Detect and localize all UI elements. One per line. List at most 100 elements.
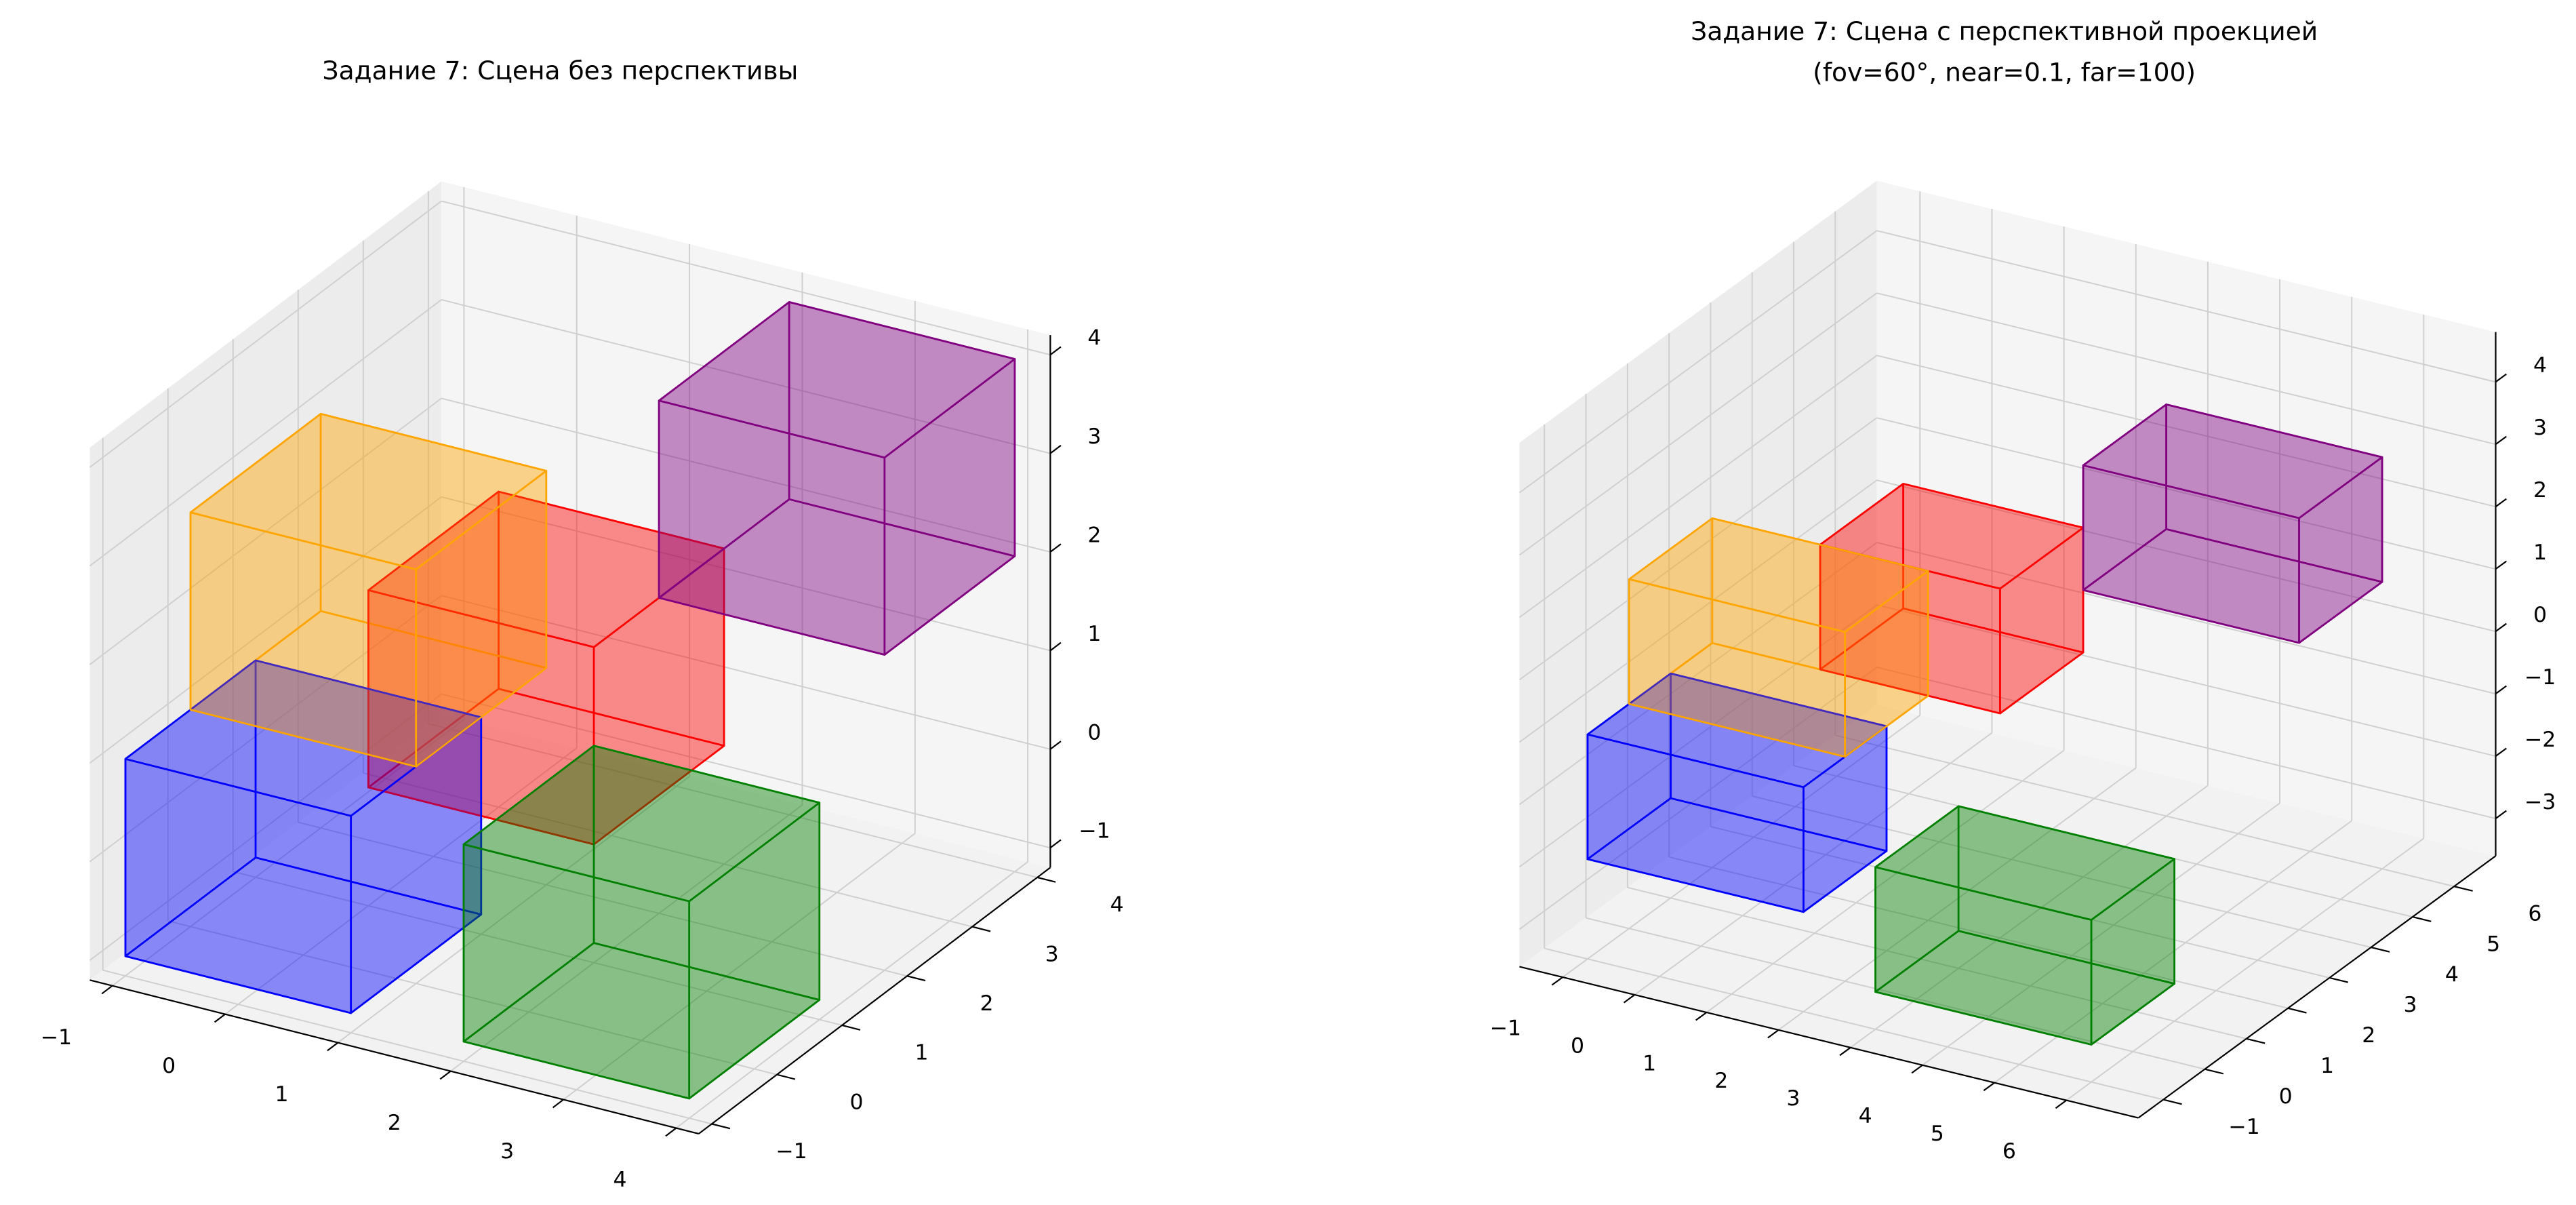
y-axis-line: [2137, 855, 2497, 1119]
grid-line: [1668, 856, 2289, 1009]
z-tick-label: 0: [1087, 720, 1101, 745]
grid-line: [1876, 479, 2496, 633]
tick-mark: [1551, 976, 1563, 986]
y-tick-label: −1: [776, 1139, 807, 1164]
grid-line: [89, 299, 442, 567]
y-tick-label: 0: [2279, 1084, 2293, 1109]
x-axis-line: [1519, 966, 2139, 1119]
tick-mark: [101, 985, 113, 995]
y-tick-label: 0: [849, 1090, 863, 1114]
grid-line: [1634, 732, 1992, 995]
subplot: −1 0 1 2 3 4 −1 0 1 2 3 4 −1 0 1 2 3 4 Задание 7: Сцена бе…: [41, 56, 1124, 1192]
y-tick-label: 1: [2320, 1054, 2334, 1078]
y-tick-label: 5: [2487, 932, 2500, 956]
z-tick-label: −2: [2524, 728, 2556, 752]
tick-mark: [2495, 623, 2507, 633]
grid-line: [1778, 767, 2137, 1031]
y-axis-line: [698, 867, 1051, 1134]
pane: [1876, 180, 2496, 856]
grid-line: [1518, 417, 1878, 681]
grid-line: [563, 833, 916, 1101]
grid-line: [441, 693, 1051, 849]
z-tick-label: 1: [1087, 622, 1101, 646]
box-face: [462, 843, 691, 1100]
tick-mark: [2287, 1007, 2307, 1014]
z-tick-label: 4: [1087, 326, 1101, 351]
tick-mark: [2495, 685, 2507, 695]
grid-line: [1627, 886, 2247, 1040]
grid-line: [233, 871, 843, 1026]
z-tick-label: 1: [2533, 540, 2547, 565]
y-tick-label: 3: [1045, 942, 1059, 966]
grid-line: [428, 723, 1038, 878]
y-tick-label: 4: [1110, 893, 1124, 917]
grid-line: [1752, 795, 2371, 948]
grid-line: [102, 969, 712, 1125]
grid-line: [1876, 355, 2496, 508]
tick-mark: [2495, 810, 2507, 819]
x-tick-label: 4: [613, 1168, 626, 1192]
grid-line: [1518, 542, 1878, 806]
grid-line: [1922, 802, 2280, 1066]
tick-mark: [2162, 1099, 2182, 1105]
grid-line: [675, 861, 1028, 1129]
pane: [1519, 705, 2496, 1118]
tick-mark: [2329, 976, 2348, 983]
tick-mark: [2495, 498, 2507, 508]
tick-mark: [665, 1127, 677, 1137]
grid-line: [1850, 785, 2209, 1048]
tick-mark: [1983, 1082, 1995, 1092]
tick-mark: [1049, 641, 1062, 652]
grid-line: [1544, 947, 2164, 1101]
tick-mark: [1049, 543, 1062, 553]
x-tick-label: 4: [1859, 1104, 1872, 1128]
chart-subtitle: (fov=60°, near=0.1, far=100): [1813, 58, 2196, 87]
tick-mark: [2495, 435, 2507, 446]
grid-line: [1518, 230, 1878, 494]
grid-line: [441, 496, 1051, 652]
x-tick-label: 1: [1643, 1051, 1656, 1075]
x-tick-label: 2: [1714, 1069, 1728, 1093]
x-tick-label: 3: [1786, 1086, 1800, 1111]
x-tick-label: 5: [1931, 1122, 1944, 1146]
tick-mark: [214, 1013, 226, 1023]
grid-line: [1518, 292, 1878, 556]
grid-line: [1518, 479, 1878, 743]
x-tick-label: 3: [500, 1139, 514, 1164]
y-tick-label: 6: [2528, 901, 2541, 926]
z-tick-label: −3: [2524, 790, 2556, 814]
x-tick-label: 0: [162, 1054, 176, 1078]
tick-mark: [906, 975, 926, 982]
tick-mark: [2246, 1038, 2266, 1044]
x-tick-label: 2: [388, 1111, 401, 1135]
pane: [89, 713, 1051, 1134]
box-face: [1874, 866, 2093, 1046]
tick-mark: [1839, 1046, 1851, 1056]
tick-mark: [841, 1024, 861, 1031]
tick-mark: [1695, 1012, 1708, 1021]
tick-mark: [1911, 1064, 1923, 1074]
tick-mark: [1767, 1029, 1779, 1039]
grid-line: [441, 397, 1051, 553]
tick-mark: [2495, 373, 2507, 383]
x-tick-label: 0: [1571, 1033, 1584, 1058]
z-tick-label: −1: [1079, 819, 1110, 844]
tick-mark: [439, 1070, 451, 1080]
x-tick-label: −1: [1490, 1016, 1521, 1040]
box-face: [189, 511, 418, 768]
grid-line: [1706, 749, 2065, 1013]
tick-mark: [2495, 560, 2507, 570]
y-tick-label: 2: [980, 991, 994, 1016]
y-tick-label: 3: [2404, 993, 2417, 1017]
subplot: −1 0 1 2 3 4 5 6 −1 0 1 2 3 4 5 6 −3 −2 −1 0 1 2 3 4 Задание 7: …: [1490, 16, 2556, 1164]
grid-line: [2066, 837, 2424, 1101]
grid-line: [298, 821, 908, 977]
y-tick-label: 1: [915, 1041, 929, 1065]
y-tick-label: −1: [2228, 1115, 2259, 1139]
tick-mark: [2412, 916, 2432, 922]
grid-line: [1876, 230, 2496, 383]
grid-line: [337, 776, 690, 1044]
grid-line: [1835, 734, 2455, 888]
box-face: [2082, 464, 2300, 644]
